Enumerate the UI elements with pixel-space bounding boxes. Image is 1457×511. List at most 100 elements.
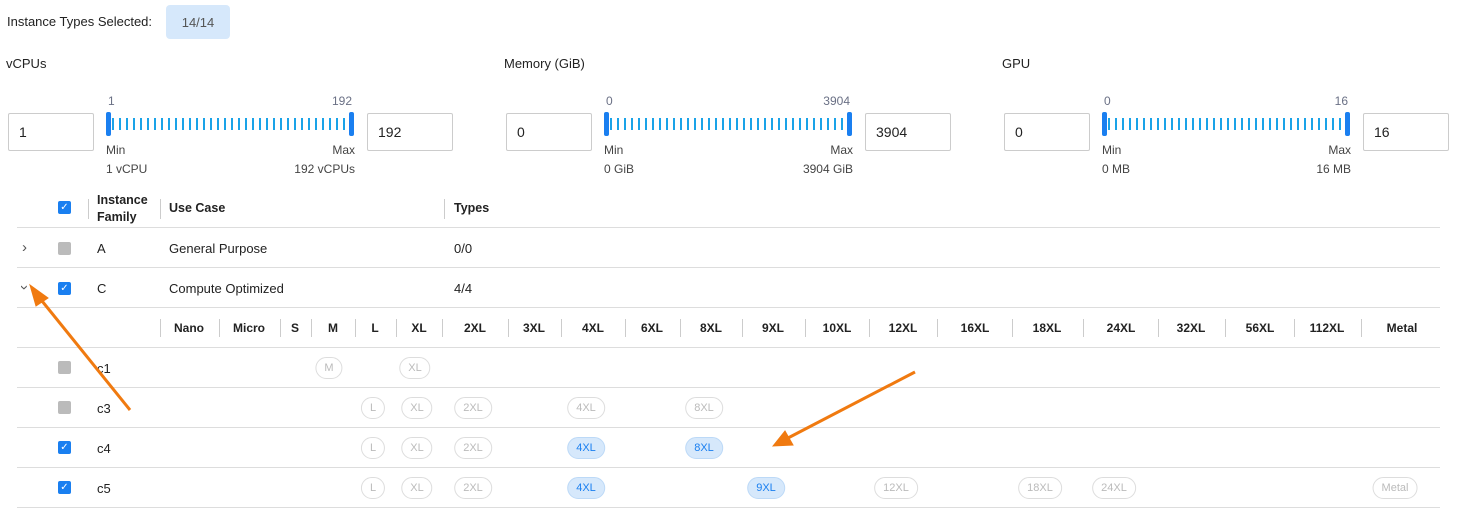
- size-chip-metal[interactable]: Metal: [1372, 477, 1418, 499]
- column-separator: [680, 319, 681, 337]
- size-chip-l[interactable]: L: [360, 397, 386, 419]
- max-label: Max: [830, 143, 853, 157]
- size-chip-xl[interactable]: XL: [401, 397, 433, 419]
- row-divider: [17, 267, 1440, 268]
- slider-max-handle[interactable]: [349, 112, 354, 136]
- range-max-label: 3904: [823, 94, 850, 108]
- column-separator: [1225, 319, 1226, 337]
- size-header-micro: Micro: [232, 321, 266, 335]
- column-separator: [219, 319, 220, 337]
- size-header-10xl: 10XL: [822, 321, 852, 335]
- filter-title: GPU: [1002, 56, 1031, 71]
- size-chip-xl[interactable]: XL: [401, 477, 433, 499]
- size-chip-4xl[interactable]: 4XL: [567, 477, 605, 499]
- range-max-label: 16: [1334, 94, 1348, 108]
- slider-min-handle[interactable]: [106, 112, 111, 136]
- size-header-16xl: 16XL: [960, 321, 990, 335]
- subfamily-checkbox[interactable]: [58, 401, 71, 414]
- family-use-case: General Purpose: [169, 241, 268, 256]
- slider-min-handle[interactable]: [1102, 112, 1107, 136]
- size-chip-4xl[interactable]: 4XL: [567, 397, 605, 419]
- size-header-18xl: 18XL: [1032, 321, 1062, 335]
- column-separator: [1083, 319, 1084, 337]
- instance-types-label: Instance Types Selected:: [7, 14, 153, 29]
- column-separator: [311, 319, 312, 337]
- min-input[interactable]: 0: [1004, 113, 1090, 151]
- size-chip-24xl[interactable]: 24XL: [1092, 477, 1136, 499]
- instance-types-count: 14/14: [166, 5, 230, 39]
- filter-title: Memory (GiB): [504, 56, 585, 71]
- slider-max-handle[interactable]: [1345, 112, 1350, 136]
- size-chip-8xl[interactable]: 8XL: [685, 397, 723, 419]
- subfamily-name: c3: [97, 401, 111, 416]
- max-input[interactable]: 192: [367, 113, 453, 151]
- column-separator: [355, 319, 356, 337]
- size-header-12xl: 12XL: [888, 321, 918, 335]
- slider-min-handle[interactable]: [604, 112, 609, 136]
- size-chip-4xl[interactable]: 4XL: [567, 437, 605, 459]
- size-chip-8xl[interactable]: 8XL: [685, 437, 723, 459]
- range-slider-track[interactable]: [1108, 118, 1346, 130]
- size-chip-l[interactable]: L: [360, 477, 386, 499]
- subfamily-checkbox[interactable]: [58, 361, 71, 374]
- min-desc: 0 GiB: [604, 162, 635, 176]
- subfamily-name: c5: [97, 481, 111, 496]
- column-separator: [508, 319, 509, 337]
- family-types: 0/0: [454, 241, 473, 256]
- size-chip-9xl[interactable]: 9XL: [747, 477, 785, 499]
- subfamily-checkbox[interactable]: ✓: [58, 481, 71, 494]
- range-slider-track[interactable]: [112, 118, 350, 130]
- min-label: Min: [604, 143, 624, 157]
- size-chip-2xl[interactable]: 2XL: [454, 477, 492, 499]
- column-separator: [1361, 319, 1362, 337]
- size-header-3xl: 3XL: [522, 321, 546, 335]
- size-chip-2xl[interactable]: 2XL: [454, 437, 492, 459]
- family-checkbox[interactable]: ✓: [58, 282, 71, 295]
- family-checkbox[interactable]: [58, 242, 71, 255]
- column-separator: [396, 319, 397, 337]
- family-use-case: Compute Optimized: [169, 281, 284, 296]
- min-label: Min: [106, 143, 126, 157]
- min-input[interactable]: 1: [8, 113, 94, 151]
- column-separator: [160, 319, 161, 337]
- column-separator: [869, 319, 870, 337]
- column-separator: [442, 319, 443, 337]
- column-separator: [1158, 319, 1159, 337]
- subfamily-checkbox[interactable]: ✓: [58, 441, 71, 454]
- annotation-arrow: [29, 283, 132, 411]
- size-header-2xl: 2XL: [463, 321, 487, 335]
- col-types: Types: [454, 201, 490, 215]
- size-chip-2xl[interactable]: 2XL: [454, 397, 492, 419]
- column-separator: [1012, 319, 1013, 337]
- size-chip-m[interactable]: M: [315, 357, 343, 379]
- size-header-112xl: 112XL: [1309, 321, 1345, 335]
- range-min-label: 0: [1104, 94, 1111, 108]
- size-chip-xl[interactable]: XL: [399, 357, 431, 379]
- chevron-right-icon[interactable]: ›: [22, 239, 27, 256]
- row-divider: [17, 307, 1440, 308]
- range-max-label: 192: [331, 94, 352, 108]
- select-all-checkbox[interactable]: ✓: [58, 201, 71, 214]
- max-label: Max: [1328, 143, 1351, 157]
- size-chip-12xl[interactable]: 12XL: [874, 477, 918, 499]
- row-divider: [17, 227, 1440, 228]
- row-divider: [17, 507, 1440, 508]
- min-input[interactable]: 0: [506, 113, 592, 151]
- max-label: Max: [332, 143, 355, 157]
- size-chip-xl[interactable]: XL: [401, 437, 433, 459]
- size-chip-l[interactable]: L: [360, 437, 386, 459]
- max-input[interactable]: 3904: [865, 113, 951, 151]
- row-divider: [17, 347, 1440, 348]
- column-separator: [625, 319, 626, 337]
- row-divider: [17, 387, 1440, 388]
- range-slider-track[interactable]: [610, 118, 848, 130]
- row-divider: [17, 427, 1440, 428]
- max-input[interactable]: 16: [1363, 113, 1449, 151]
- size-header-8xl: 8XL: [699, 321, 723, 335]
- family-types: 4/4: [454, 281, 473, 296]
- slider-max-handle[interactable]: [847, 112, 852, 136]
- column-separator: [1294, 319, 1295, 337]
- size-header-9xl: 9XL: [761, 321, 785, 335]
- size-chip-18xl[interactable]: 18XL: [1018, 477, 1062, 499]
- size-header-l: L: [371, 321, 379, 335]
